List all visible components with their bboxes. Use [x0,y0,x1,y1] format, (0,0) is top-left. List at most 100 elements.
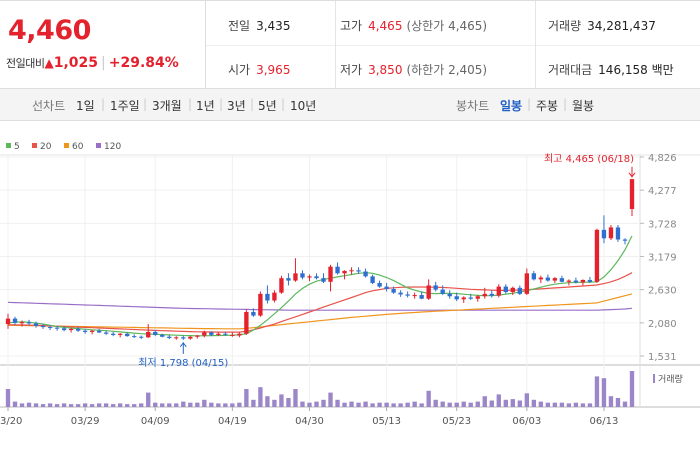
period-3y-button[interactable]: 3년 [227,99,246,113]
x-tick-label: 06/03 [512,416,541,427]
candle-body [125,333,130,337]
candle-body [321,278,326,282]
quote-col-divider [335,1,336,89]
open-price: 시가 3,965 [228,61,290,78]
period-1y-button[interactable]: 1년 [196,99,215,113]
candle-body [61,328,67,331]
volume-bar [531,399,537,407]
candle [412,292,417,299]
volume-bar [517,400,522,407]
open-label: 시가 [228,63,251,77]
candle [356,267,361,274]
candle [209,331,214,337]
candle [503,284,508,294]
candle [426,279,431,300]
x-tick-label: 03/29 [71,416,100,427]
candle [110,331,116,337]
candle-chart-label: 봉차트 [456,99,490,113]
volume-bar [251,399,256,407]
candle-body [307,276,312,278]
candle-body [216,333,221,335]
quote-col-divider [535,1,536,89]
candle [349,267,354,275]
weekly-candle-button[interactable]: 주봉 [536,99,559,113]
candle-body [510,287,515,293]
candle-body [412,295,417,297]
low-price: 저가 3,850 (하한가 2,405) [340,61,487,78]
legend-swatch [96,143,101,148]
prev-close-value: 3,435 [256,19,291,33]
volume-bar [622,401,628,407]
candle [188,336,193,340]
volume-bar [524,393,530,407]
candle-body [237,333,242,336]
candle-body [440,289,445,294]
monthly-candle-button[interactable]: 월봉 [572,99,595,113]
candle [601,215,607,244]
volume-bar [454,402,459,407]
candle [587,276,593,283]
period-3m-button[interactable]: 3개월 [152,99,182,113]
candle [103,330,109,335]
candle-body [461,297,466,300]
volume-bar [496,394,501,407]
candle-body [286,278,291,281]
candle [524,268,530,296]
candlestick-chart: 5 20 60 120 최고 4,465 (06/18) 최저 1,798 (04/15… [0,142,700,427]
volume-bar [328,392,333,407]
candle [377,280,382,288]
candle [314,273,319,280]
volume-bar [139,403,144,407]
volume-bar [447,402,452,407]
candle [174,336,179,340]
volume-bar [545,402,551,407]
candle-body [503,286,508,293]
daily-candle-button[interactable]: 일봉 [500,99,523,113]
candle [594,228,600,283]
current-price: 4,460 [8,15,91,46]
period-1d-button[interactable]: 1일 [76,99,95,113]
volume-bars: 거래량 [5,371,683,407]
volume-bar [54,404,60,407]
grid [0,154,700,408]
legend-label: 120 [104,142,121,152]
volume-bar [391,403,396,407]
period-10y-button[interactable]: 10년 [290,99,317,113]
candle-body [454,296,459,300]
volume-bar [12,401,18,407]
candle [363,268,368,278]
candle [279,275,284,294]
candle [510,286,515,296]
prev-close: 전일 3,435 [228,17,290,34]
candle-body [209,332,214,335]
candle-body [538,277,544,280]
candle-body [398,292,403,295]
candle-body [5,318,11,325]
candle-body [89,330,95,332]
volume-bar [258,387,263,407]
period-5y-button[interactable]: 5년 [258,99,277,113]
candle-body [167,336,172,338]
candles [5,178,635,340]
volume-legend-swatch [653,374,655,383]
candle [33,321,39,328]
candle [139,335,144,340]
candle [545,274,551,282]
candle-body [279,278,284,293]
candle [202,330,207,338]
candle [335,262,340,275]
candle-body [96,330,102,333]
candle [12,316,18,325]
candle [216,332,221,337]
volume-bar [125,404,130,407]
period-1w-button[interactable]: 1주일 [110,99,140,113]
y-tick-label: 3,179 [648,252,677,263]
volume-bar [482,396,487,407]
line-chart-label: 선차트 [32,99,66,113]
volume-bar [433,399,438,407]
candle [5,313,11,329]
open-value: 3,965 [256,63,291,77]
candle-body [342,270,347,274]
candle [167,334,172,340]
